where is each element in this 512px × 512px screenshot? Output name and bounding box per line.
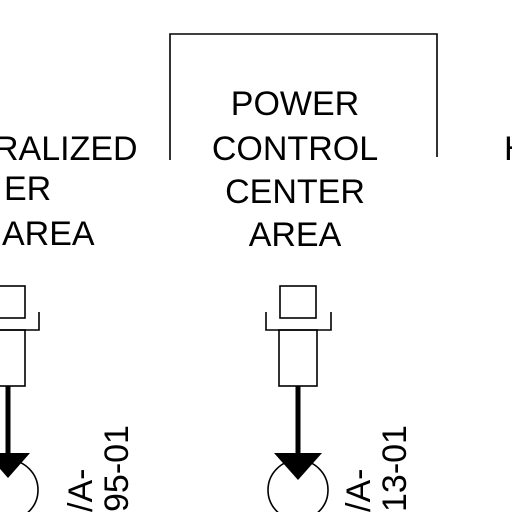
center-component-symbol [265,285,332,512]
left-tag-line1: /A- [62,469,100,512]
left-lower-box [0,329,26,387]
right-area-label: H [504,130,512,168]
center-valve-circle [267,459,329,512]
center-tag: /A- 13-01 [340,425,414,512]
left-area-label-line1: RALIZED [0,130,138,168]
left-tag: /A- 95-01 [62,425,136,512]
center-upper-box [279,285,317,319]
left-component-symbol [0,285,40,512]
center-area-label-line1: POWER [231,85,359,123]
left-area-label-line2: ER [4,170,51,208]
center-area-label-line2: CONTROL [212,130,378,168]
left-upper-box [0,285,26,319]
center-lower-box [278,329,318,387]
center-tag-line2: 13-01 [376,425,414,512]
center-bracket [265,312,332,331]
left-valve-circle [0,459,39,512]
center-area-label-line4: AREA [249,216,342,254]
left-bracket [0,312,40,331]
left-tag-line2: 95-01 [98,425,136,512]
power-control-center-boundary [169,33,438,160]
left-area-label-line3: AREA [2,215,95,253]
center-area-label-line3: CENTER [225,173,365,211]
center-arrowhead [274,453,322,480]
center-tag-line1: /A- [340,469,378,512]
